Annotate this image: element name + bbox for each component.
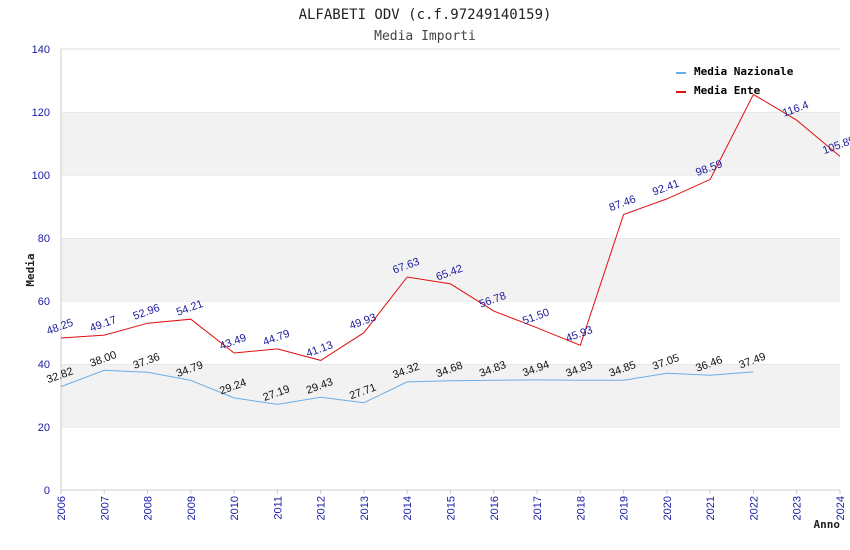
- x-tick-label: 2013: [359, 496, 371, 520]
- x-ticks: 2006 2007 2008 2009 2010 2011 2012 2013 2014 2015…: [56, 490, 847, 520]
- x-tick-label: 2009: [186, 496, 198, 520]
- x-tick-label: 2022: [748, 496, 760, 520]
- y-tick-label: 120: [32, 107, 50, 119]
- grid-bands: [61, 48, 840, 490]
- x-tick-label: 2024: [835, 496, 847, 520]
- y-tick-label: 140: [32, 44, 50, 56]
- x-tick-label: 2012: [316, 496, 328, 520]
- series-line: [60, 93, 841, 361]
- grid-band: [61, 49, 840, 112]
- x-tick-label: 2019: [619, 496, 631, 520]
- x-tick-label: 2008: [143, 496, 155, 520]
- grid-band: [61, 427, 840, 490]
- x-tick-label: 2016: [489, 496, 501, 520]
- grid-band: [61, 364, 840, 427]
- x-tick-label: 2023: [792, 496, 804, 520]
- y-tick-label: 20: [38, 422, 50, 434]
- legend: Media Nazionale Media Ente: [676, 65, 794, 97]
- x-tick-label: 2007: [99, 496, 111, 520]
- x-tick-label: 2020: [662, 496, 674, 520]
- x-axis-title: Anno: [814, 518, 841, 531]
- x-tick-label: 2018: [575, 496, 587, 520]
- y-tick-label: 60: [38, 296, 50, 308]
- x-tick-label: 2017: [532, 496, 544, 520]
- series-line: [60, 369, 754, 405]
- x-tick-label: 2021: [705, 496, 717, 520]
- y-tick-label: 80: [38, 233, 50, 245]
- legend-label: Media Ente: [694, 84, 761, 97]
- chart-title: ALFABETI ODV (c.f.97249140159): [299, 7, 552, 23]
- y-tick-label: 0: [44, 485, 50, 497]
- y-ticks: 0 20 40 60 80 100 120 140: [32, 44, 50, 497]
- x-tick-label: 2010: [229, 496, 241, 520]
- grid-band: [61, 112, 840, 175]
- chart-subtitle: Media Importi: [374, 29, 476, 44]
- y-tick-label: 100: [32, 170, 50, 182]
- x-tick-label: 2006: [56, 496, 68, 520]
- grid-band: [61, 301, 840, 364]
- y-axis-title: Media: [24, 253, 37, 286]
- y-tick-label: 40: [38, 359, 50, 371]
- legend-label: Media Nazionale: [694, 65, 794, 78]
- x-tick-label: 2011: [272, 496, 284, 520]
- x-tick-label: 2014: [402, 496, 414, 520]
- grid-band: [61, 238, 840, 301]
- grid-band: [61, 175, 840, 238]
- series-lines: [60, 93, 841, 405]
- x-tick-label: 2015: [446, 496, 458, 520]
